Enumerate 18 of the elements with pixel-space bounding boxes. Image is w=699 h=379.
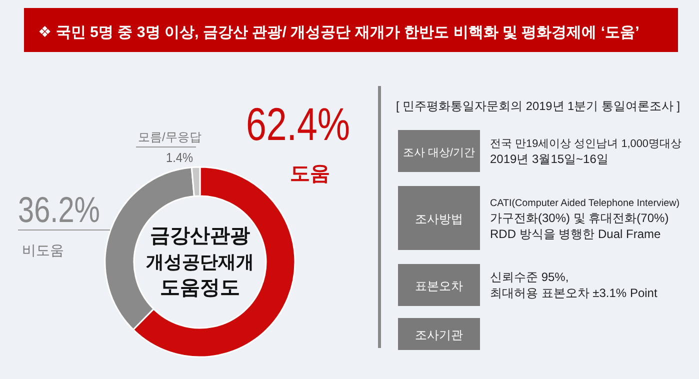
title: ❖ 국민 5명 중 3명 이상, 금강산 관광/ 개성공단 재개가 한반도 비핵화 및 평화경제에 ‘도움’ [38,24,640,41]
text: 금강산관광 [150,225,250,247]
slice-label: 비도움 [22,242,64,258]
text: 개성공단재개 [146,252,254,272]
text: 전국 만19세이상 성인남녀 1,000명대상 2019년 3월15일~16일 [490,138,682,166]
data-label: 1.4% [166,150,196,165]
text: [ 민주평화통일자문회의 2019년 1분기 통일여론조사 ] [396,99,680,113]
slice-label: 도움 [290,163,330,185]
text: 신뢰수준 95%, 최대허용 표본오차 ±3.1% Point [490,270,658,300]
text: 표본오차 [415,279,463,293]
text: 조사방법 [415,212,463,226]
data-label: 62.4% [246,98,376,150]
slice-label: 모름/무응답 [138,130,202,144]
text: 도움정도 [160,277,240,299]
text: 조사기관 [415,328,463,342]
text: CATI(Computer Aided Telephone Interview) 가구전화(30%) 및 휴대전화(70%) RDD 방식을 병행한 Dual Frame [490,198,680,241]
text: 조사 대상/기간 [402,147,476,159]
data-label: 36.2% [18,189,120,230]
